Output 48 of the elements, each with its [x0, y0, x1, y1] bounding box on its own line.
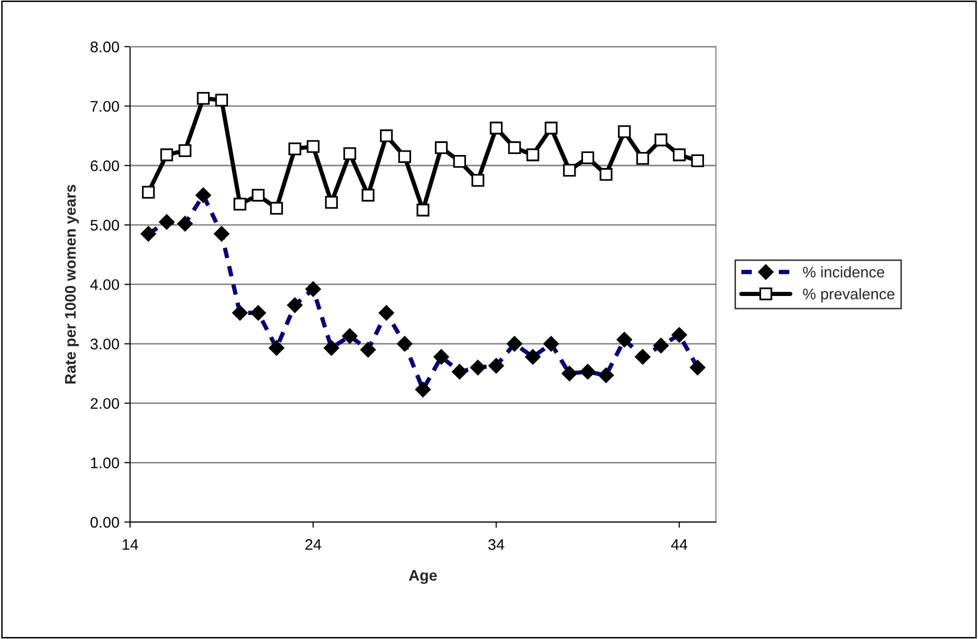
point — [472, 174, 484, 187]
y-tick-label: 4.00 — [90, 279, 120, 290]
point — [252, 188, 265, 202]
y-tick-label: 5.00 — [90, 220, 120, 231]
point — [362, 188, 374, 202]
point — [563, 164, 576, 177]
point — [453, 154, 466, 168]
point — [691, 154, 704, 168]
point — [581, 151, 594, 164]
point — [508, 141, 521, 154]
point — [618, 125, 631, 138]
y-tick-label: 7.00 — [90, 100, 120, 112]
point — [270, 202, 283, 215]
y-tick-label: 2.00 — [90, 398, 120, 409]
point — [325, 196, 338, 209]
y-tick-label: 1.00 — [91, 458, 120, 468]
x-tick-label: 14 — [122, 539, 138, 550]
point — [343, 147, 356, 160]
point — [234, 198, 246, 211]
point — [600, 168, 612, 181]
point — [526, 148, 540, 162]
y-tick-label: 8.00 — [90, 42, 120, 52]
point — [288, 142, 302, 156]
y-tick-label: 6.00 — [90, 160, 120, 172]
x-tick-label: 44 — [671, 539, 688, 550]
x-axis-title: Age — [408, 570, 437, 584]
y-tick-label: 0.00 — [90, 516, 120, 528]
point — [544, 122, 558, 134]
point — [380, 129, 393, 142]
point — [142, 186, 155, 199]
x-tick-label: 24 — [305, 539, 322, 550]
point — [490, 122, 503, 134]
point — [398, 150, 412, 163]
legend-label: % incidence — [803, 266, 884, 278]
y-axis-title: Rate per 1000 women years — [64, 184, 79, 384]
point — [672, 148, 686, 162]
point — [215, 94, 228, 107]
point — [306, 140, 320, 153]
point — [416, 204, 430, 216]
point — [178, 144, 192, 158]
y-tick-label: 3.00 — [90, 338, 120, 350]
point — [196, 92, 210, 105]
x-tick-label: 34 — [488, 539, 504, 550]
point — [160, 148, 174, 162]
legend-label: % prevalence — [803, 288, 894, 302]
point — [654, 134, 668, 146]
point — [434, 141, 448, 154]
point — [636, 152, 650, 165]
